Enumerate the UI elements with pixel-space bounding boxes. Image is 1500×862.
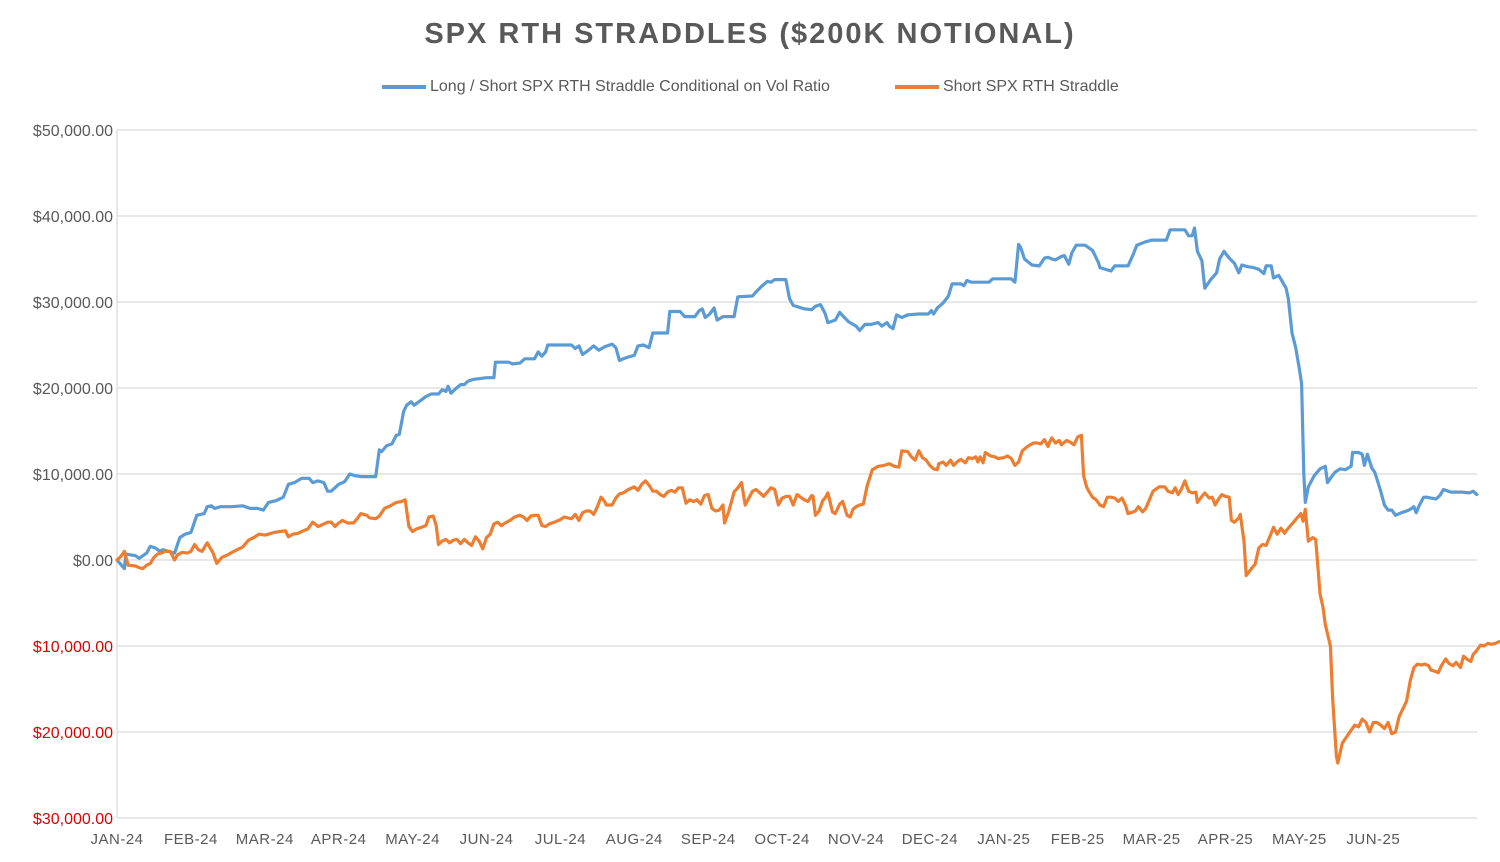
x-tick-label-13: FEB-25	[1051, 831, 1105, 848]
x-tick-label-4: MAY-24	[385, 831, 440, 848]
series-line-1	[115, 226, 1479, 571]
x-tick-label-5: JUN-24	[460, 831, 514, 848]
chart-title: SPX RTH STRADDLES ($200K NOTIONAL)	[424, 18, 1076, 50]
x-tick-label-6: JUL-24	[535, 831, 586, 848]
x-tick-label-9: OCT-24	[754, 831, 810, 848]
y-tick-label-6: $10,000.00	[33, 639, 113, 656]
x-tick-label-7: AUG-24	[606, 831, 663, 848]
legend-item-series-2: Short SPX RTH Straddle	[895, 78, 1119, 96]
y-tick-label-0: $50,000.00	[33, 123, 113, 140]
y-tick-label-4: $10,000.00	[33, 467, 113, 484]
x-tick-label-14: MAR-25	[1123, 831, 1181, 848]
legend-label-series-2: Short SPX RTH Straddle	[943, 78, 1119, 95]
x-tick-label-8: SEP-24	[681, 831, 736, 848]
x-tick-label-16: MAY-25	[1272, 831, 1327, 848]
legend-swatch-series-1	[382, 85, 426, 89]
legend-label-series-1: Long / Short SPX RTH Straddle Conditiona…	[430, 78, 830, 95]
y-tick-label-3: $20,000.00	[33, 381, 113, 398]
y-tick-label-7: $20,000.00	[33, 725, 113, 742]
x-tick-label-17: JUN-25	[1346, 831, 1400, 848]
x-tick-label-12: JAN-25	[977, 831, 1030, 848]
y-tick-label-8: $30,000.00	[33, 811, 113, 828]
y-tick-label-5: $0.00	[73, 553, 113, 570]
y-tick-label-2: $30,000.00	[33, 295, 113, 312]
x-tick-label-0: JAN-24	[90, 831, 143, 848]
series-line-2	[115, 433, 1500, 765]
legend: Long / Short SPX RTH Straddle Conditiona…	[0, 78, 1500, 100]
x-tick-label-10: NOV-24	[828, 831, 884, 848]
legend-item-series-1: Long / Short SPX RTH Straddle Conditiona…	[382, 78, 830, 96]
legend-swatch-series-2	[895, 85, 939, 89]
x-tick-label-15: APR-25	[1198, 831, 1254, 848]
y-tick-label-1: $40,000.00	[33, 209, 113, 226]
x-tick-label-2: MAR-24	[236, 831, 294, 848]
x-tick-label-11: DEC-24	[902, 831, 958, 848]
x-tick-label-1: FEB-24	[164, 831, 218, 848]
x-tick-label-3: APR-24	[311, 831, 367, 848]
